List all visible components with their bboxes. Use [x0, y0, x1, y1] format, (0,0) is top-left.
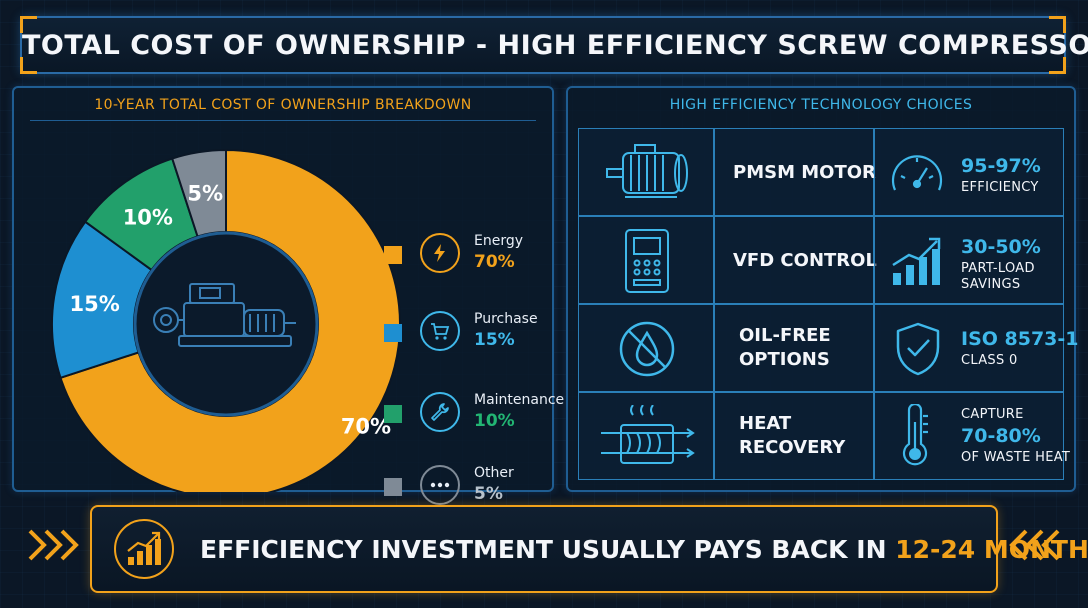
- stat-caption: EFFICIENCY: [961, 180, 1039, 195]
- corner-accent: [1049, 16, 1066, 33]
- cart-icon: [431, 323, 450, 340]
- corner-accent: [1049, 57, 1066, 74]
- title-bar: TOTAL COST OF OWNERSHIP - HIGH EFFICIENC…: [20, 16, 1088, 74]
- tech-name-tile: HEAT RECOVERY: [714, 392, 874, 480]
- slice-label-other: 5%: [187, 182, 223, 206]
- stat-caption: CLASS 0: [961, 353, 1018, 368]
- tech-choices-panel: HIGH EFFICIENCY TECHNOLOGY CHOICES PMSM …: [566, 86, 1079, 492]
- payback-text: EFFICIENCY INVESTMENT USUALLY PAYS BACK …: [200, 535, 896, 564]
- footer-icon-circle: [114, 519, 174, 579]
- thermometer-icon: [902, 404, 928, 466]
- stat-value: 30-50%: [961, 236, 1041, 258]
- page-title: TOTAL COST OF OWNERSHIP - HIGH EFFICIENC…: [22, 30, 1088, 61]
- legend-item-energy: Energy 70%: [384, 233, 554, 279]
- tech-stat-tile: CAPTURE 70-80% OF WASTE HEAT: [874, 392, 1070, 480]
- legend-value: 15%: [474, 330, 515, 350]
- legend-icon-circle: [420, 233, 460, 273]
- stat-caption: OF WASTE HEAT: [961, 450, 1071, 465]
- tech-grid: PMSM MOTOR 95-97% EFFICIENCY: [578, 128, 1079, 480]
- tech-title: HIGH EFFICIENCY TECHNOLOGY CHOICES: [669, 97, 973, 113]
- legend-label: Energy: [474, 233, 524, 249]
- motor-icon: [606, 144, 688, 198]
- stat-value: 95-97%: [961, 155, 1041, 177]
- legend-value: 70%: [474, 252, 515, 272]
- growth-chart-icon: [892, 237, 941, 285]
- legend-value: 10%: [474, 411, 515, 431]
- legend-swatch: [384, 478, 402, 496]
- legend-label: Other: [474, 465, 514, 481]
- growth-chart-icon: [127, 531, 161, 565]
- slice-label-energy: 70%: [341, 415, 391, 439]
- vfd-icon: [625, 229, 669, 293]
- tech-name: HEAT: [739, 413, 792, 434]
- heat-exchanger-icon: [601, 405, 695, 464]
- tech-name: OIL-FREE: [739, 325, 831, 346]
- dots-icon: [430, 482, 450, 488]
- tco-chart-panel: 10-YEAR TOTAL COST OF OWNERSHIP BREAKDOW…: [12, 86, 564, 505]
- tech-name-tile: VFD CONTROL: [714, 216, 877, 304]
- tech-name: OPTIONS: [739, 349, 830, 370]
- legend-swatch: [384, 405, 402, 423]
- legend-swatch: [384, 246, 402, 264]
- legend-icon-circle: [420, 465, 460, 505]
- panel-divider: [30, 120, 536, 121]
- legend-item-other: Other 5%: [384, 465, 554, 511]
- compressor-icon: [153, 283, 296, 347]
- legend-label: Purchase: [474, 311, 538, 327]
- stat-caption: SAVINGS: [961, 277, 1021, 292]
- legend-icon-circle: [420, 311, 460, 351]
- donut-chart: 70% 15% 10% 5%: [51, 148, 401, 492]
- tech-name: PMSM MOTOR: [733, 162, 876, 183]
- legend-item-purchase: Purchase 15%: [384, 311, 554, 357]
- chevron-left-icon: [1009, 529, 1060, 561]
- corner-accent: [20, 16, 37, 33]
- tech-name-tile: OIL-FREE OPTIONS: [714, 304, 874, 392]
- tech-icon-tile: [578, 392, 714, 480]
- corner-accent: [20, 57, 37, 74]
- tech-stat-tile: 95-97% EFFICIENCY: [874, 128, 1064, 216]
- tech-stat-tile: 30-50% PART-LOAD SAVINGS: [874, 216, 1064, 304]
- payback-banner: EFFICIENCY INVESTMENT USUALLY PAYS BACK …: [90, 505, 1088, 593]
- lightning-icon: [434, 244, 445, 262]
- tech-icon-tile: [578, 216, 714, 304]
- tech-name: VFD CONTROL: [733, 250, 877, 271]
- tech-icon-tile: [578, 304, 714, 392]
- payback-message: EFFICIENCY INVESTMENT USUALLY PAYS BACK …: [200, 535, 1088, 564]
- legend-swatch: [384, 324, 402, 342]
- wrench-icon: [431, 403, 449, 421]
- slice-label-purchase: 15%: [70, 292, 120, 316]
- legend-item-maintenance: Maintenance 10%: [384, 392, 564, 438]
- tech-name: RECOVERY: [739, 437, 846, 458]
- legend-value: 5%: [474, 484, 503, 504]
- chart-title: 10-YEAR TOTAL COST OF OWNERSHIP BREAKDOW…: [94, 97, 472, 113]
- tech-stat-tile: ISO 8573-1 CLASS 0: [874, 304, 1079, 392]
- stat-caption: CAPTURE: [961, 407, 1024, 422]
- stat-caption: PART-LOAD: [961, 261, 1035, 276]
- shield-check-icon: [896, 322, 940, 376]
- no-oil-icon: [619, 321, 675, 377]
- legend-icon-circle: [420, 392, 460, 432]
- tech-icon-tile: [578, 128, 714, 216]
- stat-value: 70-80%: [961, 425, 1041, 447]
- gauge-icon: [891, 155, 943, 191]
- tech-name-tile: PMSM MOTOR: [714, 128, 876, 216]
- donut-hole: [133, 231, 319, 417]
- chevron-right-icon: [28, 529, 79, 561]
- slice-label-maintenance: 10%: [123, 205, 173, 229]
- stat-value: ISO 8573-1: [961, 328, 1079, 350]
- legend-label: Maintenance: [474, 392, 565, 408]
